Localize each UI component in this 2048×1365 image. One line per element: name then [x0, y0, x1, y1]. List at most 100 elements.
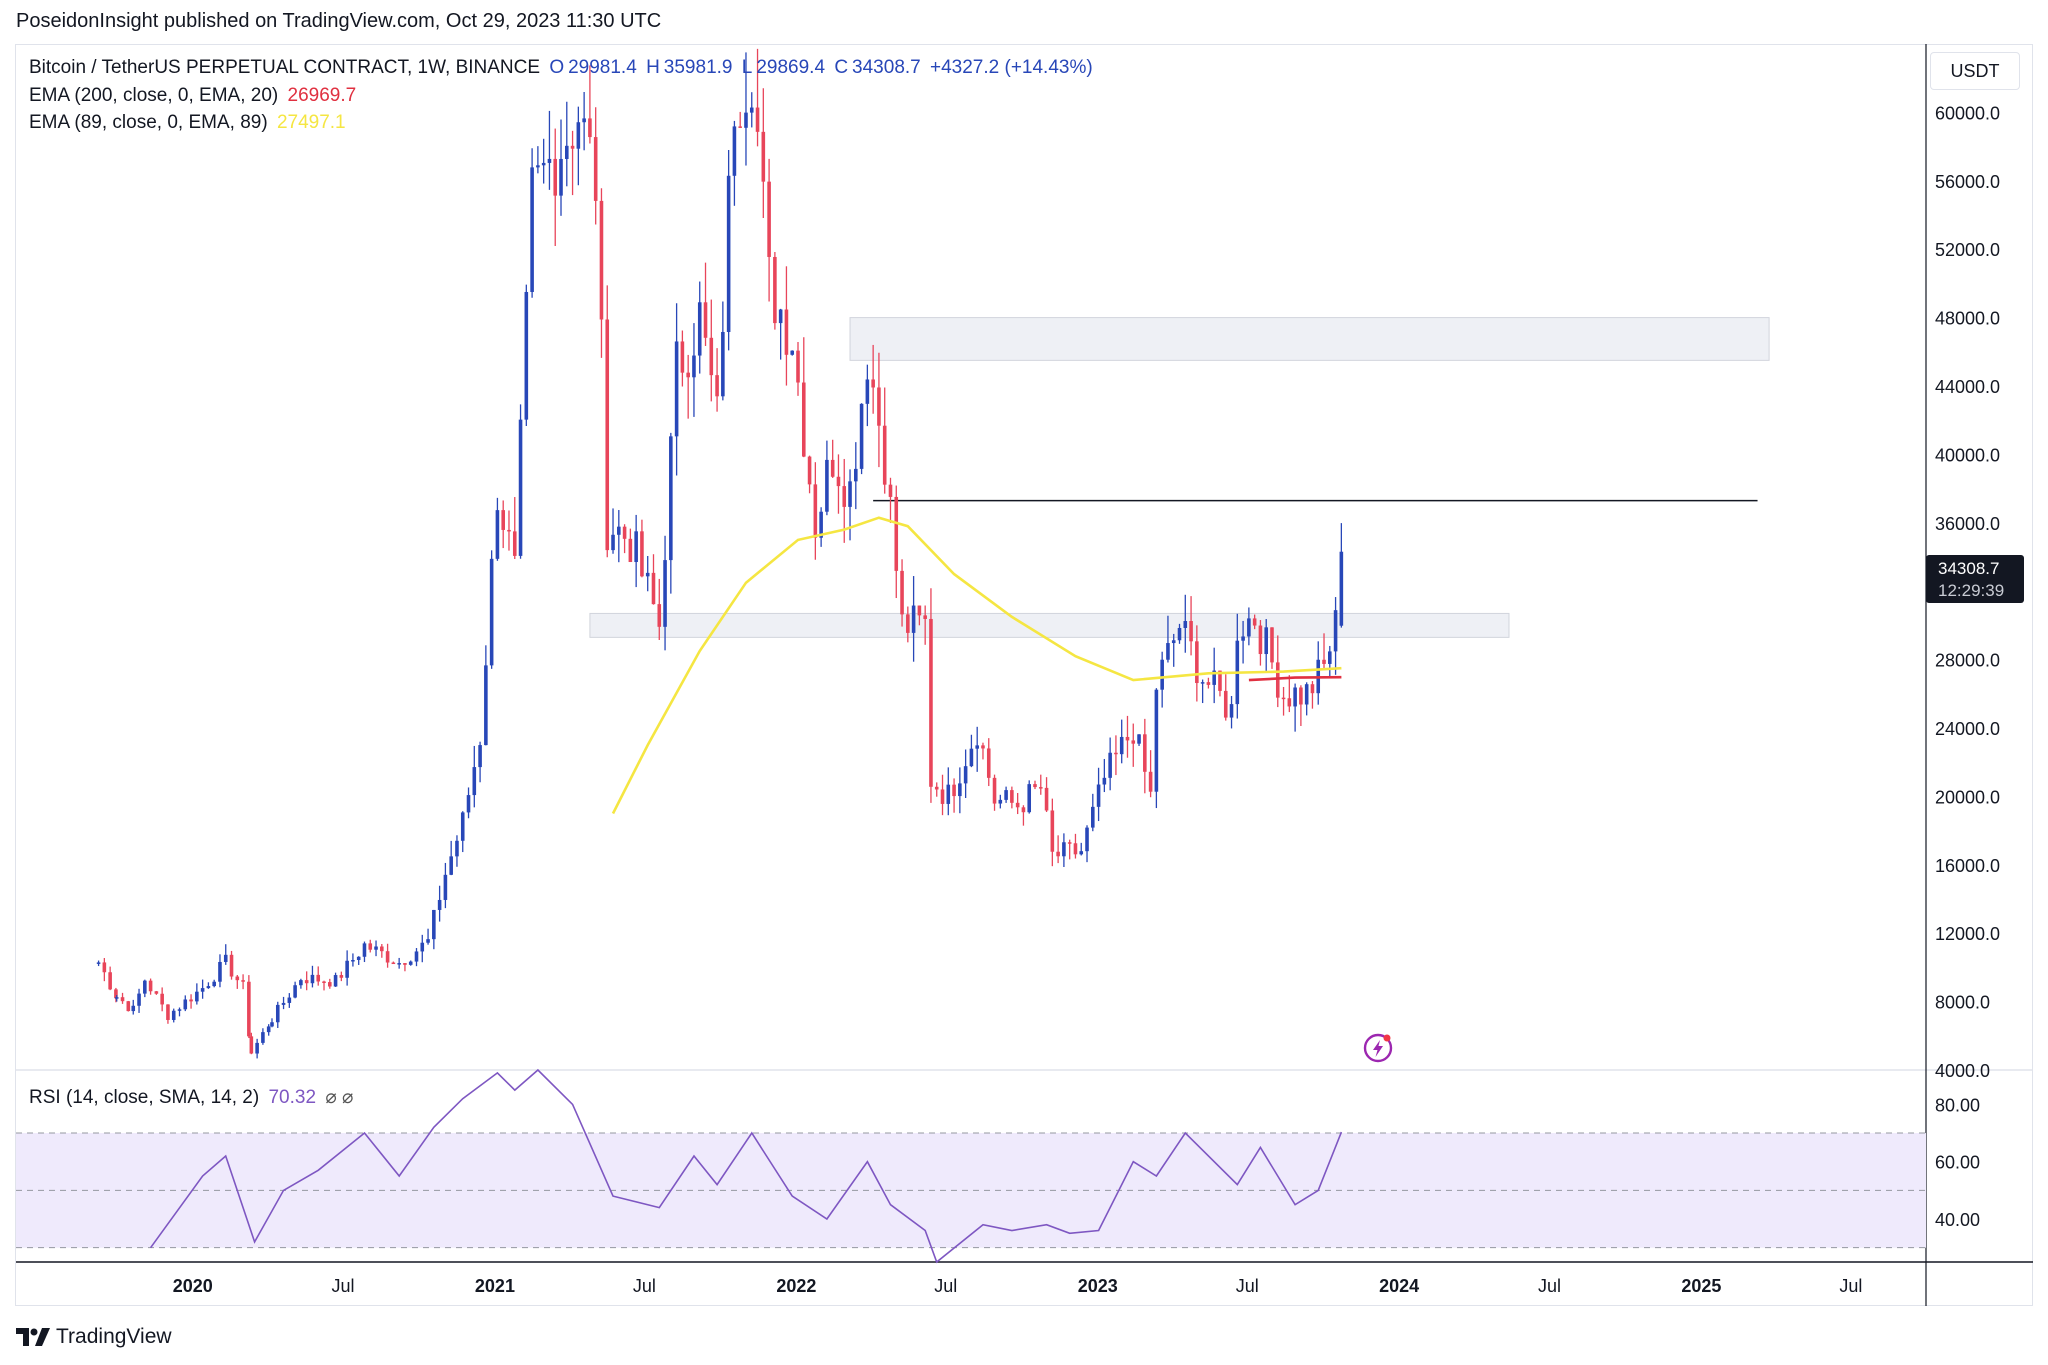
legend-open: 29981.4	[568, 57, 637, 78]
candle-body	[1328, 651, 1332, 664]
candle-body	[247, 981, 251, 1037]
price-tick-label: 36000.0	[1935, 514, 2000, 534]
candle-body	[495, 510, 500, 559]
legend-open-label: O	[549, 57, 565, 78]
chart-frame	[15, 44, 2033, 1306]
candle-body	[755, 107, 760, 132]
candle-body	[200, 988, 205, 992]
candle-body	[137, 993, 141, 1006]
rsi-tick-label: 60.00	[1935, 1153, 1980, 1173]
candle-body	[530, 167, 534, 292]
legend-symbol[interactable]: Bitcoin / TetherUS PERPETUAL CONTRACT, 1…	[29, 57, 541, 78]
candle-body	[1247, 618, 1251, 637]
candle-body	[651, 572, 656, 605]
candle-body	[611, 534, 615, 551]
rsi-band	[16, 1133, 1926, 1248]
time-tick-label: Jul	[934, 1276, 957, 1296]
legend-ema200[interactable]: EMA (200, close, 0, EMA, 20) 26969.7	[29, 85, 360, 107]
candle-body	[807, 456, 812, 485]
candle-body	[249, 1036, 254, 1054]
candle-body	[183, 999, 188, 1010]
candle-body	[564, 145, 569, 159]
candle-body	[261, 1032, 265, 1043]
candle-body	[154, 991, 159, 994]
candle-body	[536, 165, 540, 168]
candle-body	[1091, 806, 1095, 828]
time-tick-label: 2025	[1681, 1276, 1721, 1296]
candle-body	[588, 118, 592, 138]
candle-body	[489, 558, 494, 666]
candle-body	[160, 993, 164, 1005]
candle-body	[952, 784, 956, 797]
candle-body	[634, 531, 638, 563]
candle-body	[255, 1042, 259, 1054]
candle-body	[923, 615, 927, 619]
candle-body	[541, 162, 546, 166]
candle-body	[206, 986, 211, 989]
time-tick-label: 2020	[173, 1276, 213, 1296]
legend-rsi[interactable]: RSI (14, close, SMA, 14, 2) 70.32 ⌀ ⌀	[29, 1086, 357, 1109]
legend-ema200-label: EMA (200, close, 0, EMA, 20)	[29, 85, 279, 106]
candle-body	[472, 767, 477, 796]
candle-body	[1148, 771, 1153, 792]
candle-body	[1200, 682, 1205, 684]
candle-body	[1096, 784, 1101, 807]
candle-body	[1229, 704, 1234, 718]
candle-body	[761, 131, 766, 182]
candle-body	[437, 899, 442, 910]
candle-body	[241, 980, 245, 982]
candle-body	[1304, 684, 1309, 705]
candle-body	[275, 1004, 280, 1023]
price-tick-label: 16000.0	[1935, 856, 2000, 876]
candle-body	[449, 856, 453, 875]
candle-body	[582, 118, 586, 123]
rsi-tick-label: 40.00	[1935, 1210, 1980, 1230]
time-tick-label: Jul	[633, 1276, 656, 1296]
axis-layer: 4000.0 8000.0 12000.0 16000.0 20000.0 24000.0…	[173, 103, 2000, 1296]
candle-body	[570, 145, 575, 149]
candle-body	[148, 980, 153, 992]
candle-body	[1258, 625, 1263, 655]
currency-button[interactable]: USDT	[1930, 52, 2020, 90]
candle-body	[1166, 643, 1170, 660]
candle-body	[894, 496, 899, 571]
candle-body	[507, 529, 511, 532]
candle-body	[888, 484, 893, 497]
candle-body	[697, 302, 702, 356]
candle-body	[784, 309, 789, 355]
candle-body	[1114, 752, 1118, 755]
last-candle-body	[1339, 551, 1344, 626]
candle-body	[1050, 810, 1055, 852]
candle-body	[911, 605, 916, 633]
time-tick-label: Jul	[1538, 1276, 1561, 1296]
legend-rsi-value: 70.32	[268, 1087, 317, 1108]
candle-body	[1131, 740, 1136, 744]
candle-body	[663, 560, 667, 627]
legend-main[interactable]: Bitcoin / TetherUS PERPETUAL CONTRACT, 1…	[29, 57, 1101, 79]
candle-body	[1310, 684, 1315, 694]
candle-body	[408, 961, 413, 965]
candle-body	[293, 985, 297, 998]
candle-body	[385, 951, 390, 963]
legend-close: 34308.7	[852, 57, 921, 78]
candle-body	[287, 997, 292, 1003]
legend-high-label: H	[646, 57, 660, 78]
candle-body	[848, 481, 852, 507]
candle-body	[304, 980, 309, 984]
price-tick-label: 12000.0	[1935, 924, 2000, 944]
candle-body	[940, 789, 945, 804]
legend-ema89[interactable]: EMA (89, close, 0, EMA, 89) 27497.1	[29, 112, 350, 134]
flash-alert-icon[interactable]	[1362, 1032, 1394, 1064]
last-price-value: 34308.7	[1938, 559, 2000, 578]
candle-body	[1322, 659, 1326, 664]
candle-body	[767, 181, 771, 257]
legend-high: 35981.9	[663, 57, 733, 78]
candle-body	[1218, 670, 1222, 691]
price-tick-label: 20000.0	[1935, 787, 2000, 807]
candle-body	[1125, 736, 1130, 741]
candle-body	[1073, 843, 1078, 855]
time-tick-label: 2022	[776, 1276, 816, 1296]
candle-body	[166, 1004, 170, 1020]
tradingview-brand[interactable]: TradingView	[16, 1325, 172, 1349]
